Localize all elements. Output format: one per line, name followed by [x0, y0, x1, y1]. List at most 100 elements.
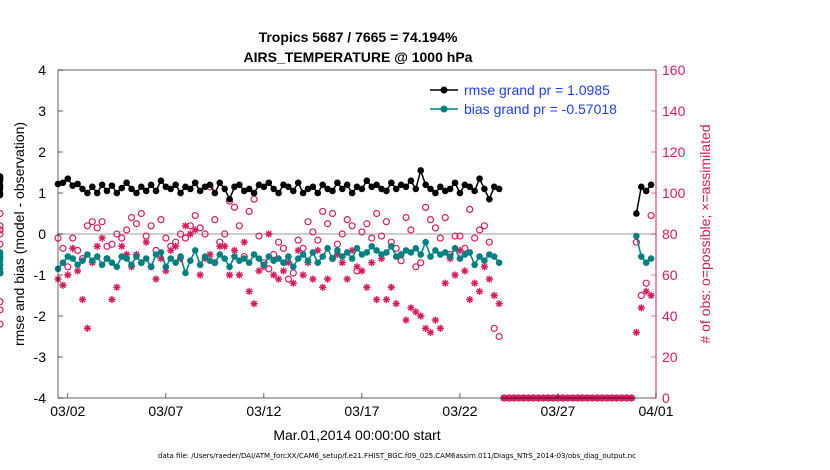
rmse-point — [446, 185, 454, 193]
possible-point — [0, 306, 4, 314]
y-left-tick-label: -2 — [34, 308, 47, 324]
rmse-point — [275, 189, 282, 197]
legend-bias-label: bias grand pr = -0.57018 — [464, 101, 617, 117]
rmse-point — [633, 210, 640, 217]
rmse-point — [118, 184, 126, 192]
assimilated-point — [412, 308, 420, 316]
rmse-point — [167, 185, 175, 193]
possible-point — [132, 220, 141, 228]
bias-point — [74, 261, 81, 269]
assimilated-point — [358, 267, 366, 275]
bias-point — [476, 253, 483, 260]
possible-point — [137, 209, 145, 218]
chart-title: Tropics 5687 / 7665 = 74.194% — [259, 29, 458, 45]
rmse-point — [309, 183, 317, 191]
rmse-point — [373, 181, 380, 189]
rmse-point — [383, 187, 390, 195]
possible-point — [642, 279, 650, 287]
bias-point — [275, 255, 282, 262]
rmse-point — [113, 189, 121, 197]
assimilated-point — [422, 324, 430, 332]
bias-point — [642, 259, 650, 267]
y-right-tick-label: 100 — [662, 185, 686, 201]
assimilated-point — [368, 259, 376, 267]
bias-point — [177, 253, 184, 260]
assimilated-point — [113, 283, 121, 291]
rmse-point — [402, 183, 410, 191]
bias-point — [446, 253, 454, 260]
rmse-point — [74, 180, 81, 188]
possible-point — [495, 332, 503, 341]
assimilated-point — [377, 255, 386, 263]
bias-point — [427, 253, 434, 260]
possible-point — [436, 234, 444, 242]
bias-point — [422, 238, 429, 246]
rmse-point — [334, 179, 341, 187]
possible-point — [0, 230, 4, 238]
possible-point — [417, 259, 425, 267]
possible-point — [319, 207, 327, 216]
rmse-point — [412, 185, 420, 193]
bias-point — [432, 247, 439, 254]
bias-point — [240, 255, 248, 262]
bias-point — [299, 251, 307, 258]
rmse-point — [123, 179, 130, 187]
bias-point — [289, 263, 297, 271]
x-tick-label: 03/27 — [540, 403, 575, 419]
bias-point — [451, 245, 459, 252]
y-right-tick-label: 140 — [662, 103, 686, 119]
possible-point — [93, 224, 101, 232]
rmse-point — [187, 185, 194, 193]
bias-point — [69, 255, 77, 262]
rmse-point — [260, 183, 268, 191]
rmse-point — [451, 179, 459, 187]
possible-point — [0, 226, 4, 234]
rmse-point — [299, 189, 307, 197]
y-left-tick-label: -4 — [34, 390, 47, 406]
rmse-point — [89, 183, 96, 191]
assimilated-point — [485, 275, 493, 283]
y-left-tick-label: -3 — [34, 349, 47, 365]
possible-point — [0, 240, 4, 248]
possible-point — [98, 218, 106, 226]
assimilated-point — [216, 242, 224, 250]
assimilated-point — [348, 246, 356, 254]
rmse-point — [289, 187, 297, 195]
rmse-point — [0, 181, 4, 189]
bias-point — [329, 255, 336, 262]
bias-point — [226, 263, 233, 271]
assimilated-point — [480, 263, 489, 271]
rmse-point — [427, 185, 434, 193]
possible-point — [402, 214, 410, 222]
rmse-point — [388, 179, 395, 187]
rmse-point — [0, 191, 4, 199]
possible-point — [358, 228, 366, 236]
possible-point — [304, 218, 312, 226]
rmse-point — [437, 183, 444, 191]
y-right-tick-label: 80 — [662, 226, 678, 242]
rmse-point — [471, 187, 478, 195]
possible-point — [466, 205, 474, 213]
legend-rmse-label: rmse grand pr = 1.0985 — [464, 82, 610, 98]
bias-point — [103, 255, 111, 262]
possible-point — [108, 240, 116, 248]
possible-point — [221, 230, 229, 238]
possible-point — [191, 211, 199, 220]
assimilated-point — [123, 250, 131, 259]
bias-point — [187, 257, 194, 264]
bias-point — [309, 249, 317, 256]
rmse-point — [432, 189, 439, 197]
possible-point — [309, 228, 317, 236]
possible-point — [451, 232, 459, 240]
rmse-point — [250, 189, 258, 197]
assimilated-point — [436, 324, 444, 332]
assimilated-point — [373, 296, 381, 304]
possible-point — [647, 211, 655, 220]
assimilated-point — [294, 246, 302, 254]
assimilated-point — [441, 279, 449, 287]
bias-point — [285, 253, 292, 260]
rmse-point — [495, 185, 503, 193]
y-left-tick-label: 1 — [38, 185, 46, 201]
assimilated-point — [235, 271, 243, 279]
assimilated-point — [417, 312, 425, 320]
